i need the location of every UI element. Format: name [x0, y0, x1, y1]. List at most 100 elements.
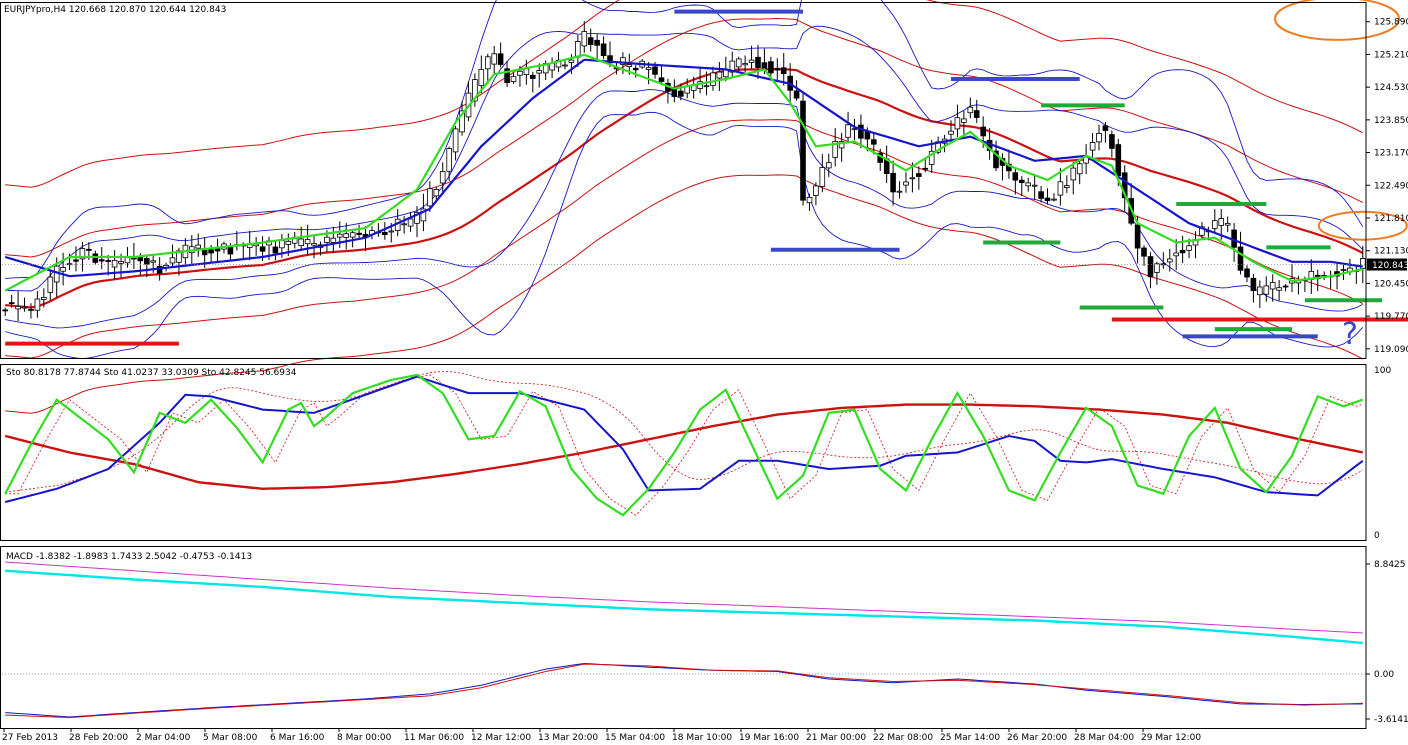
candle-body[interactable] [472, 79, 478, 102]
candle-body[interactable] [755, 56, 761, 68]
candle-body[interactable] [1115, 144, 1122, 177]
candle-body[interactable] [227, 246, 234, 255]
candle-body[interactable] [1224, 223, 1231, 226]
candle-body[interactable] [819, 167, 826, 187]
candle-body[interactable] [575, 41, 581, 58]
candle-body[interactable] [504, 68, 510, 84]
candle-body[interactable] [735, 58, 742, 68]
candle-body[interactable] [208, 249, 214, 254]
candle-body[interactable] [626, 64, 633, 67]
candle-body[interactable] [587, 37, 594, 46]
candle-body[interactable] [510, 76, 517, 82]
candle-body[interactable] [658, 77, 665, 82]
candle-body[interactable] [1044, 197, 1051, 202]
candle-body[interactable] [28, 308, 34, 311]
candle-body[interactable] [530, 74, 536, 79]
candle-body[interactable] [41, 296, 47, 300]
candle-body[interactable] [47, 276, 54, 293]
candle-body[interactable] [111, 259, 118, 268]
candle-body[interactable] [279, 240, 285, 249]
candle-body[interactable] [562, 64, 568, 67]
candle-body[interactable] [671, 87, 678, 97]
candle-body[interactable] [710, 72, 716, 86]
candle-body[interactable] [632, 67, 639, 71]
candle-body[interactable] [581, 31, 588, 47]
candle-body[interactable] [961, 118, 967, 123]
candle-body[interactable] [79, 248, 86, 260]
candle-body[interactable] [1173, 252, 1180, 257]
candle-body[interactable] [53, 265, 60, 283]
candle-body[interactable] [703, 85, 710, 88]
candle-body[interactable] [1019, 179, 1025, 183]
candle-body[interactable] [967, 106, 974, 114]
candle-body[interactable] [607, 55, 613, 64]
candle-body[interactable] [8, 302, 15, 305]
candle-body[interactable] [259, 246, 266, 252]
candle-body[interactable] [536, 70, 542, 74]
candle-body[interactable] [993, 150, 999, 169]
candle-body[interactable] [645, 67, 652, 70]
candle-body[interactable] [2, 309, 9, 312]
candle-body[interactable] [1102, 125, 1109, 131]
candle-body[interactable] [105, 260, 112, 262]
candle-body[interactable] [336, 233, 343, 238]
candle-body[interactable] [851, 128, 858, 131]
candle-body[interactable] [1076, 163, 1083, 175]
candle-body[interactable] [1064, 185, 1070, 188]
candle-body[interactable] [1147, 256, 1154, 278]
candle-body[interactable] [407, 218, 414, 227]
candle-body[interactable] [311, 243, 317, 246]
candle-body[interactable] [1179, 249, 1186, 254]
candle-body[interactable] [1038, 191, 1044, 199]
candle-body[interactable] [98, 259, 105, 262]
candle-body[interactable] [1218, 218, 1225, 226]
candle-body[interactable] [838, 141, 845, 149]
candle-body[interactable] [143, 257, 150, 265]
candle-body[interactable] [1089, 141, 1096, 151]
candle-body[interactable] [73, 259, 79, 262]
candle-body[interactable] [864, 131, 871, 140]
candle-body[interactable] [433, 188, 440, 197]
candle-body[interactable] [491, 53, 497, 65]
candle-body[interactable] [285, 240, 292, 245]
candle-body[interactable] [1051, 198, 1057, 201]
candle-body[interactable] [272, 246, 279, 254]
candle-body[interactable] [1031, 184, 1038, 187]
candle-body[interactable] [427, 188, 433, 207]
candle-body[interactable] [497, 53, 504, 65]
candle-body[interactable] [678, 90, 684, 97]
candle-body[interactable] [742, 63, 748, 66]
candle-body[interactable] [420, 208, 427, 222]
candle-body[interactable] [118, 260, 124, 264]
candle-body[interactable] [896, 190, 903, 193]
candle-body[interactable] [768, 61, 774, 74]
candle-body[interactable] [324, 236, 330, 243]
candle-body[interactable] [594, 39, 600, 46]
candle-body[interactable] [484, 56, 491, 70]
candle-body[interactable] [652, 66, 658, 75]
candle-body[interactable] [356, 232, 362, 235]
candle-body[interactable] [517, 70, 523, 76]
candle-body[interactable] [871, 139, 877, 145]
candle-body[interactable] [973, 110, 980, 118]
candle-body[interactable] [948, 130, 954, 135]
candle-body[interactable] [761, 62, 768, 69]
candle-body[interactable] [832, 140, 838, 158]
candle-body[interactable] [1025, 182, 1032, 187]
candle-body[interactable] [1257, 286, 1263, 296]
candle-body[interactable] [1167, 258, 1173, 263]
candle-body[interactable] [60, 267, 66, 272]
candle-body[interactable] [1340, 269, 1347, 271]
candle-body[interactable] [446, 148, 452, 172]
candle-body[interactable] [1263, 285, 1270, 295]
candle-body[interactable] [922, 167, 929, 170]
candle-body[interactable] [716, 71, 723, 79]
candle-body[interactable] [1276, 287, 1282, 291]
candle-body[interactable] [890, 172, 896, 193]
candle-body[interactable] [414, 211, 420, 224]
candle-body[interactable] [1121, 172, 1128, 199]
candle-body[interactable] [150, 260, 157, 263]
candle-body[interactable] [169, 257, 176, 264]
candle-body[interactable] [1154, 263, 1160, 273]
